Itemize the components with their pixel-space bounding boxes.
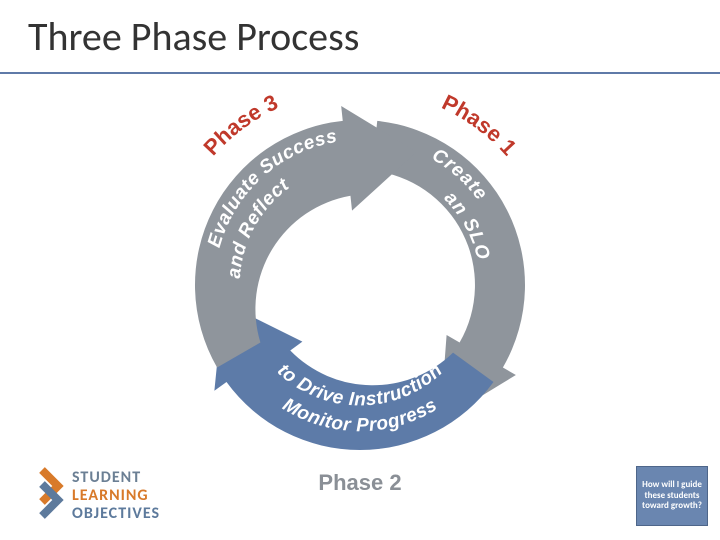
- logo-line1: STUDENT: [72, 468, 141, 487]
- callout-text: How will I guide these students toward g…: [641, 480, 703, 511]
- title-underline: [0, 72, 720, 74]
- cycle-diagram: Phase 1 Create an SLO Phase 3 Evaluate S…: [160, 80, 560, 520]
- page-title: Three Phase Process: [28, 12, 359, 61]
- logo-line3: OBJECTIVES: [72, 504, 160, 522]
- phase2-label: Phase 2: [318, 470, 401, 495]
- slide: Three Phase Process Phase 1: [0, 0, 720, 540]
- logo-line2: LEARNING: [72, 486, 149, 505]
- callout-box: How will I guide these students toward g…: [636, 466, 708, 526]
- logo: STUDENT LEARNING OBJECTIVES: [34, 464, 224, 522]
